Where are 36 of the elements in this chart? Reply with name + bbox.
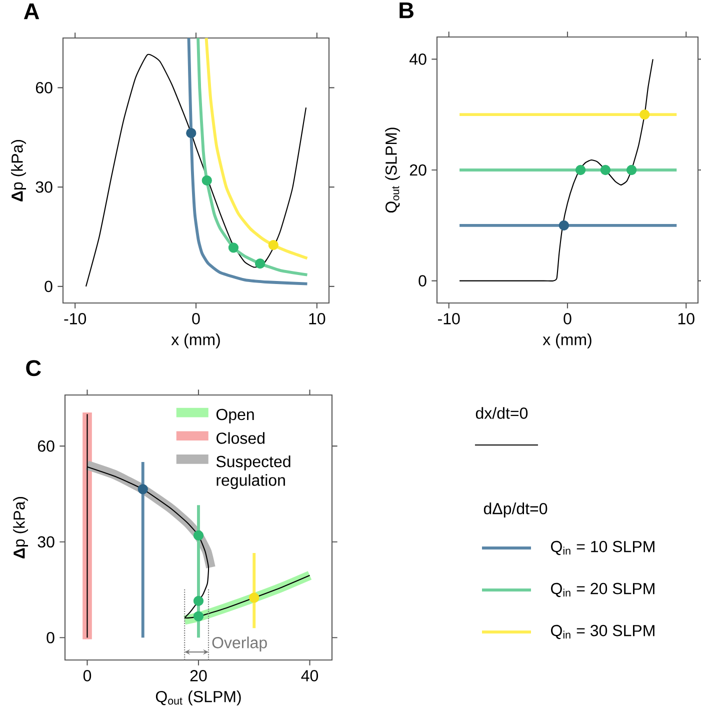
legend-label: dx/dt=0: [476, 407, 528, 419]
x-tick-label: 0: [83, 670, 92, 682]
legend-label: Q$_{in}$ = 20 SLPM: [551, 582, 654, 598]
y-tick-label: 60: [38, 440, 54, 452]
x-tick-label: 0: [192, 313, 200, 324]
x-axis-title: x (mm): [171, 334, 220, 348]
legend-title: dΔp/dt=0: [484, 502, 548, 518]
x-tick-label: 10: [309, 313, 326, 324]
y-tick-label: 0: [418, 275, 426, 286]
x-tick-label: 40: [301, 670, 318, 682]
legend-label: Q$_{in}$ = 10 SLPM: [551, 540, 654, 556]
legend-label: Suspected regulation: [216, 455, 290, 490]
x-tick-label: 0: [564, 313, 572, 324]
annotation: Overlap: [212, 636, 267, 652]
y-tick-label: 30: [38, 536, 54, 548]
x-tick-label: 20: [190, 670, 207, 682]
y-axis-title: Q$_{out}$ (SLPM): [385, 128, 400, 213]
chart-title: B: [400, 2, 414, 18]
y-tick-label: 0: [44, 280, 52, 292]
legend-label: Open: [216, 408, 254, 424]
x-axis-title: x (mm): [542, 334, 592, 348]
y-axis-title: Δp (kPa): [13, 496, 28, 558]
chart-title: A: [24, 4, 40, 20]
x-tick-label: 10: [678, 313, 694, 324]
legend-label: Closed: [216, 432, 264, 444]
y-axis-title: Δp (kPa): [11, 140, 26, 202]
y-tick-label: 40: [410, 54, 426, 65]
x-tick-label: -10: [438, 313, 460, 324]
x-axis-title: Q$_{out}$ (SLPM): [156, 690, 241, 706]
y-tick-label: 30: [36, 181, 52, 193]
x-tick-label: -10: [64, 313, 86, 324]
legend-label: Q$_{in}$ = 30 SLPM: [551, 624, 654, 640]
y-tick-label: 60: [36, 82, 52, 94]
y-tick-label: 20: [410, 164, 426, 176]
y-tick-label: 0: [46, 632, 54, 644]
chart-title: C: [26, 360, 41, 376]
